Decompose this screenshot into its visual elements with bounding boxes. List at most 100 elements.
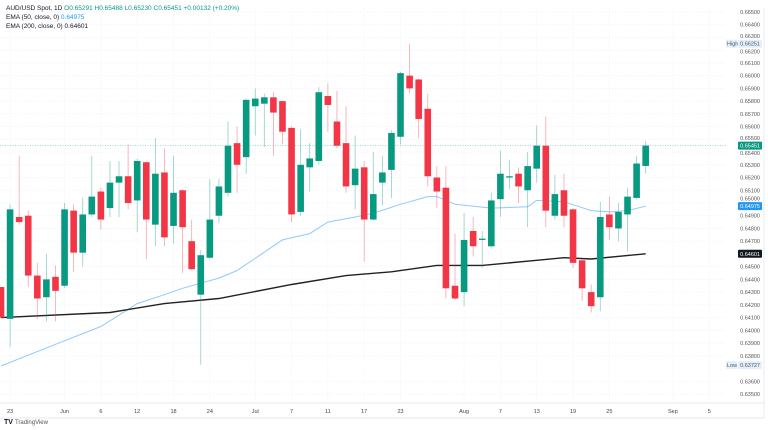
badge-value: 0.66251	[740, 42, 760, 48]
candle-body	[52, 276, 59, 291]
badge-tag-bg	[726, 39, 737, 48]
candle-body	[524, 166, 531, 191]
candle-up	[79, 197, 87, 267]
candle-up	[43, 253, 50, 322]
candle-body	[215, 186, 223, 216]
candle-down	[161, 148, 168, 247]
candle-down	[188, 219, 195, 271]
candle-body	[315, 92, 323, 161]
candle-body	[587, 292, 595, 307]
candle-body	[433, 177, 441, 192]
price-tick-label: 0.64100	[740, 316, 760, 322]
price-tick-label: 0.64500	[740, 265, 760, 271]
candle-body	[596, 217, 604, 298]
price-tick-label: 0.65900	[740, 86, 760, 92]
price-tick-label: 0.63500	[740, 392, 760, 398]
price-badge-low: Low 0.63727	[726, 361, 762, 370]
candle-body	[451, 285, 459, 299]
candle-up	[133, 158, 141, 233]
candle-body	[61, 209, 68, 286]
candle-down	[578, 259, 586, 302]
candle-down	[70, 204, 77, 272]
price-tick-label: 0.65700	[740, 112, 760, 118]
ema200-value: 0.64601	[64, 23, 89, 30]
price-tick-label: 0.64400	[740, 277, 760, 283]
badge-tag-bg	[726, 361, 737, 370]
candle-body	[460, 239, 468, 293]
candle-down	[606, 196, 613, 240]
candle-body	[133, 160, 141, 201]
badge-value: 0.65451	[740, 144, 760, 150]
candle-body	[115, 176, 123, 183]
candle-body	[261, 97, 268, 104]
candle-body	[297, 164, 304, 212]
candle-up	[61, 202, 68, 289]
legend-ohlc-row: AUD/USD Spot, 1D O0.65291 H0.65488 L0.65…	[6, 4, 239, 13]
candle-body	[43, 279, 50, 298]
candle-body	[88, 196, 96, 215]
candle-body	[506, 176, 513, 178]
candle-down	[179, 188, 186, 274]
price-tick-label: 0.66300	[740, 34, 760, 40]
candle-down	[233, 126, 241, 193]
price-axis[interactable]: 0.66500 0.66400 0.66300 0.66200 0.66100 0.660…	[726, 10, 762, 398]
candle-body	[152, 173, 159, 225]
date-tick-label: 12	[134, 409, 140, 415]
badge-value: 0.64601	[740, 252, 760, 258]
candle-body	[624, 196, 631, 215]
ema50-value: 0.64975	[60, 14, 85, 21]
date-tick-label: 7	[499, 409, 502, 415]
candle-down	[279, 101, 286, 145]
ema200-label: EMA (200, close, 0)	[6, 23, 63, 30]
candle-body	[70, 210, 77, 253]
candle-up	[197, 250, 205, 365]
candle-body	[342, 143, 350, 187]
price-badge-high: High 0.66251	[726, 39, 762, 48]
badge-bg	[738, 202, 762, 211]
candle-up	[524, 152, 531, 228]
price-tick-label: 0.66100	[740, 61, 760, 67]
candle-body	[79, 214, 87, 253]
price-tick-label: 0.65000	[740, 197, 760, 203]
candle-up	[6, 204, 14, 347]
time-axis[interactable]: 23 Jun 6 12 18 24 Jul 7 11 17 23 Aug 7 13 19 25 Sep 5	[7, 409, 711, 415]
candle-down	[24, 210, 32, 288]
candle-body	[497, 173, 504, 200]
candle-up	[506, 159, 513, 189]
legend-ema50-row[interactable]: EMA (50, close, 0) 0.64975	[6, 13, 239, 22]
candle-body	[233, 143, 241, 165]
candle-body	[15, 217, 23, 223]
candle-up	[242, 98, 250, 174]
candle-up	[478, 231, 486, 268]
candle-body	[242, 99, 250, 158]
chart-legend: AUD/USD Spot, 1D O0.65291 H0.65488 L0.65…	[6, 4, 239, 31]
candle-down	[288, 126, 295, 223]
candle-body	[442, 187, 450, 289]
candle-body	[578, 260, 586, 289]
badge-value: 0.64975	[740, 204, 760, 210]
candle-body	[633, 163, 640, 198]
date-tick-label: 24	[207, 409, 213, 415]
date-tick-label: 23	[397, 409, 403, 415]
candle-body	[224, 145, 232, 193]
candle-body	[369, 194, 377, 220]
candle-body	[415, 79, 422, 119]
candle-body	[360, 167, 368, 220]
candle-body	[642, 145, 649, 166]
price-tick-label: 0.64700	[740, 239, 760, 245]
candle-body	[97, 191, 105, 220]
candle-body	[324, 96, 332, 105]
candle-body	[351, 168, 359, 186]
candle-down	[587, 284, 595, 313]
candle-body	[515, 173, 522, 187]
candle-body	[34, 275, 41, 299]
candle-down	[97, 187, 105, 230]
legend-ema200-row[interactable]: EMA (200, close, 0) 0.64601	[6, 22, 239, 31]
candle-body	[388, 132, 395, 170]
candle-up	[351, 135, 359, 210]
candle-down	[333, 90, 341, 149]
candle-body	[615, 211, 622, 229]
price-badge-ema50: 0.64975	[738, 202, 762, 211]
candle-body	[406, 75, 413, 89]
